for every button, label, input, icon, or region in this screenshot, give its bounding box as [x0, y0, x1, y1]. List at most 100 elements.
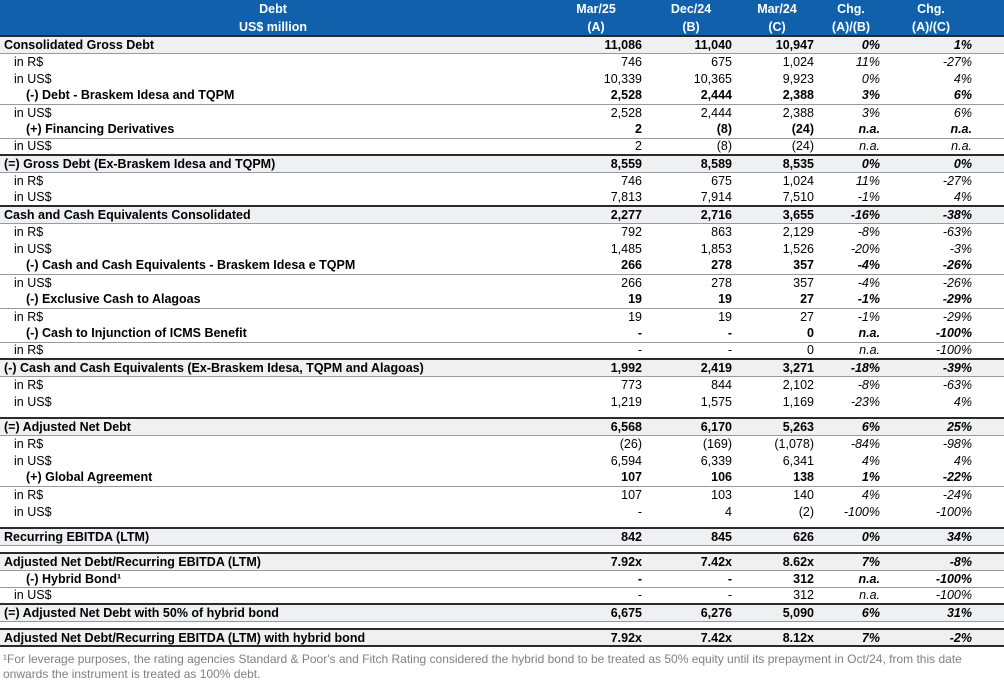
cell-chg-ac: -24% [942, 487, 972, 502]
table-row: in US$ 2,528 2,444 2,388 3% 6% [0, 104, 1004, 121]
cell-chg-ac: 6% [884, 87, 1004, 105]
cell-mar25: 6,594 [610, 453, 642, 468]
cell-mar24: 626 [736, 527, 818, 546]
cell-chg-ac: -98% [942, 436, 972, 451]
table-row: in US$ 2 (8) (24) n.a. n.a. [0, 138, 1004, 155]
table-row: (-) Cash to Injunction of ICMS Benefit - -… [0, 325, 1004, 343]
cell-chg-ab: 0% [818, 154, 884, 173]
table-row: (-) Hybrid Bond¹ - -312 n.a. -100% [0, 570, 1004, 588]
row-label: Consolidated Gross Debt [0, 35, 546, 54]
cell-chg-ab: 0% [861, 71, 880, 86]
table-row: (=) Adjusted Net Debt 6,568 6,170 5,263 6% 25… [0, 417, 1004, 436]
table-row: (-) Exclusive Cash to Alagoas 19 19 27 -1% -2… [0, 291, 1004, 309]
row-label: in US$ [14, 241, 52, 256]
row-label: in US$ [14, 394, 52, 409]
cell-chg-ac: -63% [942, 224, 972, 239]
table-row: Cash and Cash Equivalents Consolidated 2,… [0, 205, 1004, 224]
cell-dec24: 675 [711, 173, 732, 188]
row-label: in US$ [14, 139, 52, 154]
cell-chg-ac: -100% [935, 504, 972, 519]
cell-chg-ac: -100% [935, 588, 972, 603]
cell-chg-ab: -8% [857, 377, 880, 392]
header-row-1: Debt Mar/25 Dec/24 Mar/24 Chg. Chg. [0, 0, 1004, 18]
table-row: in R$ 19 19 27 -1% -29% [0, 308, 1004, 325]
cell-chg-ab: -84% [850, 436, 880, 451]
table-row: in US$ 6,594 6,339 6,341 4% 4% [0, 452, 1004, 469]
cell-mar24: 8,535 [736, 154, 818, 173]
cell-mar24: 312 [793, 588, 814, 603]
cell-chg-ab: 11% [855, 54, 880, 69]
table-row: (=) Adjusted Net Debt with 50% of hybrid… [0, 603, 1004, 622]
cell-dec24: - [646, 570, 736, 588]
cell-mar24: 8.12x [736, 628, 818, 647]
cell-chg-ab: n.a. [859, 343, 880, 358]
debt-table-header: Debt Mar/25 Dec/24 Mar/24 Chg. Chg. US$ … [0, 0, 1004, 36]
row-label: in US$ [14, 105, 52, 120]
cell-chg-ac: 1% [884, 35, 1004, 54]
cell-mar24: 2,129 [782, 224, 814, 239]
column-subheader-ab: (A)/(B) [818, 18, 884, 36]
header-row-2: US$ million (A) (B) (C) (A)/(B) (A)/(C) [0, 18, 1004, 36]
cell-mar25: 6,675 [546, 603, 646, 622]
cell-mar24: 1,169 [782, 394, 814, 409]
column-subheader-b: (B) [646, 18, 736, 36]
table-row: in US$ 10,339 10,365 9,923 0% 4% [0, 70, 1004, 87]
cell-mar24: 8.62x [736, 552, 818, 571]
debt-table-body: Consolidated Gross Debt 11,086 11,040 10,94… [0, 35, 1004, 647]
cell-mar25: 2 [546, 121, 646, 139]
cell-mar25: 11,086 [546, 35, 646, 54]
cell-mar25: - [546, 325, 646, 343]
cell-chg-ac: -100% [935, 343, 972, 358]
cell-chg-ab: n.a. [818, 121, 884, 139]
cell-chg-ac: -22% [884, 469, 1004, 487]
row-label: in US$ [14, 453, 52, 468]
cell-mar25: 19 [628, 309, 642, 324]
cell-mar24: 2,388 [736, 87, 818, 105]
cell-mar25: 8,559 [546, 154, 646, 173]
spacer-cell [0, 621, 1004, 629]
spacer-cell [0, 410, 1004, 418]
cell-chg-ac: -2% [884, 628, 1004, 647]
table-row: in R$ 107 103 140 4% -24% [0, 486, 1004, 503]
cell-dec24: 103 [711, 487, 732, 502]
cell-dec24: (8) [716, 139, 732, 154]
row-label: in US$ [14, 190, 52, 204]
cell-chg-ab: 6% [818, 603, 884, 622]
column-header-chg-ab: Chg. [818, 0, 884, 18]
cell-chg-ab: n.a. [859, 139, 880, 154]
row-label: in R$ [14, 224, 44, 239]
cell-dec24: (169) [702, 436, 732, 451]
cell-dec24: 1,575 [700, 394, 732, 409]
cell-dec24: 11,040 [646, 35, 736, 54]
cell-chg-ac: -26% [942, 275, 972, 290]
column-header-mar25: Mar/25 [546, 0, 646, 18]
column-subheader-ac: (A)/(C) [884, 18, 1004, 36]
cell-dec24: 2,419 [646, 358, 736, 377]
cell-mar24: 2,102 [782, 377, 814, 392]
cell-mar25: - [546, 570, 646, 588]
cell-dec24: 10,365 [693, 71, 732, 86]
table-row: Consolidated Gross Debt 11,086 11,040 10,94… [0, 35, 1004, 54]
cell-chg-ac: -8% [884, 552, 1004, 571]
row-label: (=) Adjusted Net Debt [0, 417, 546, 436]
report-footnote: ¹For leverage purposes, the rating agenc… [3, 652, 962, 681]
cell-chg-ab: 4% [861, 487, 880, 502]
cell-mar25: 7.92x [546, 552, 646, 571]
cell-mar25: - [637, 504, 642, 519]
cell-mar24: (1,078) [774, 436, 814, 451]
cell-chg-ab: -1% [857, 190, 880, 204]
row-label: (-) Debt - Braskem Idesa and TQPM [0, 87, 546, 105]
row-label: Recurring EBITDA (LTM) [0, 527, 546, 546]
cell-mar25: 792 [621, 224, 642, 239]
column-header-chg-ac: Chg. [884, 0, 1004, 18]
cell-mar24: 6,341 [782, 453, 814, 468]
cell-mar24: 7,510 [782, 190, 814, 204]
row-label: in US$ [14, 275, 52, 290]
cell-dec24: 106 [646, 469, 736, 487]
cell-dec24: - [727, 343, 732, 358]
table-row: Recurring EBITDA (LTM) 842 845 626 0% 34% [0, 527, 1004, 546]
table-row: (-) Cash and Cash Equivalents - Braskem … [0, 257, 1004, 275]
cell-mar24: 1,024 [782, 54, 814, 69]
row-label: in US$ [14, 588, 52, 603]
cell-chg-ab: -8% [857, 224, 880, 239]
